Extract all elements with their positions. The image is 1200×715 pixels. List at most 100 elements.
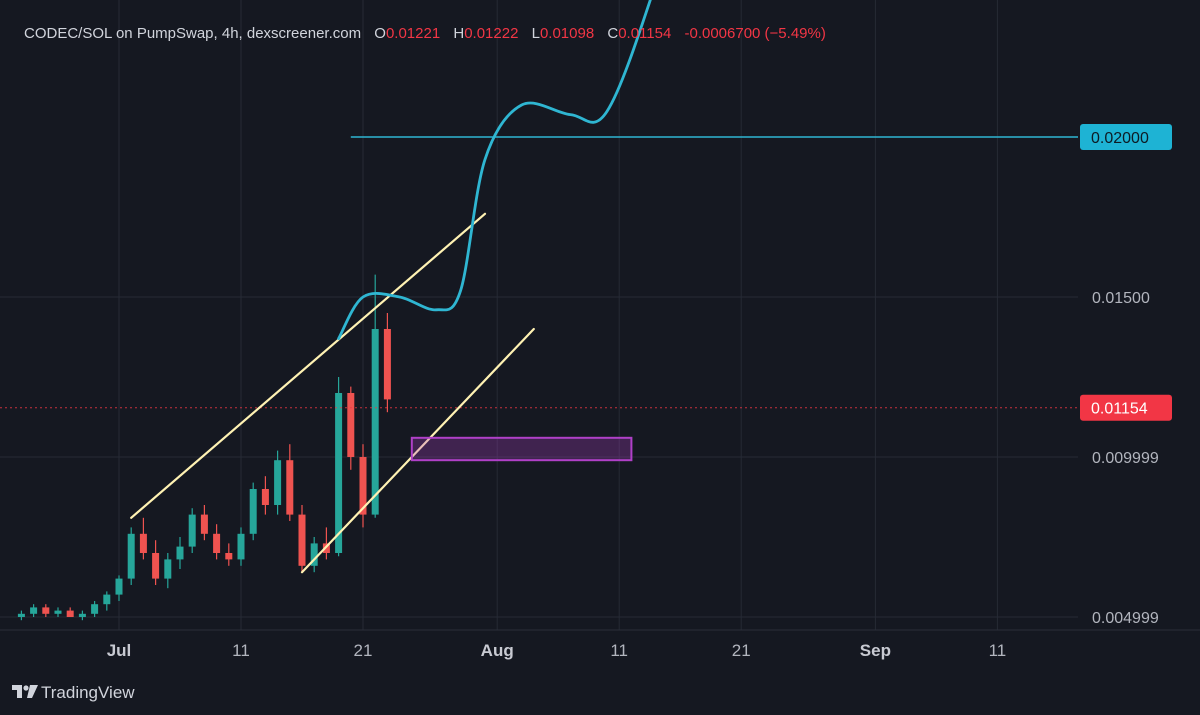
tradingview-logo[interactable]: TradingView: [12, 683, 135, 702]
candle-body: [176, 546, 184, 560]
candle: [371, 274, 379, 518]
close-value: 0.01154: [618, 25, 671, 42]
candle-body: [322, 543, 330, 553]
candle-body: [91, 604, 99, 614]
candle-body: [66, 610, 74, 617]
candle: [164, 553, 172, 589]
candle: [383, 313, 391, 413]
candle: [17, 610, 25, 621]
candle: [225, 543, 233, 566]
candle-body: [310, 543, 318, 566]
y-axis[interactable]: 0.040000.035000.030000.025000.015000.009…: [1080, 0, 1172, 627]
y-tick-label: 0.004999: [1092, 610, 1159, 627]
candle-body: [54, 610, 62, 614]
candle: [237, 527, 245, 566]
y-tick-label: 0.01500: [1092, 290, 1150, 307]
drawings: [0, 0, 1078, 574]
candle-body: [274, 460, 282, 505]
x-tick-label: 11: [610, 641, 628, 660]
x-tick-label: Aug: [481, 641, 514, 660]
candle: [127, 527, 135, 585]
low-label: L: [532, 25, 540, 42]
candle-body: [17, 613, 25, 617]
candle-body: [261, 489, 269, 505]
grid: [0, 0, 1200, 631]
support-zone[interactable]: [410, 436, 633, 462]
candle: [78, 610, 86, 621]
candle: [115, 575, 123, 601]
high-value: 0.01222: [464, 25, 518, 42]
candle: [91, 601, 99, 617]
y-tick-label: 0.009999: [1092, 450, 1159, 467]
low-value: 0.01098: [540, 25, 594, 42]
candle: [310, 537, 318, 573]
current-price-badge-bg: [1080, 394, 1172, 421]
candle: [152, 540, 160, 585]
candle: [359, 444, 367, 528]
x-tick-label: 11: [232, 641, 250, 660]
chart-header: CODEC/SOL on PumpSwap, 4h, dexscreener.c…: [24, 25, 826, 42]
candle: [213, 524, 221, 560]
candle: [42, 604, 50, 617]
candle-body: [237, 533, 245, 560]
candle: [103, 591, 111, 611]
candle-body: [115, 578, 123, 595]
candle: [30, 604, 38, 617]
candle: [274, 450, 282, 515]
x-tick-label: 11: [989, 641, 1007, 660]
candle: [176, 537, 184, 569]
open-value: 0.01221: [386, 25, 440, 42]
candle-body: [298, 514, 306, 566]
candle-body: [225, 553, 233, 560]
change-value: -0.0006700 (−5.49%): [684, 25, 825, 42]
tradingview-brand: TradingView: [41, 683, 135, 702]
x-tick-label: Sep: [860, 641, 891, 660]
current-price-badge-text: 0.01154: [1091, 401, 1148, 418]
symbol-info: CODEC/SOL on PumpSwap, 4h, dexscreener.c…: [24, 25, 361, 42]
candle-body: [152, 553, 160, 579]
candle: [249, 482, 257, 541]
candles: [17, 274, 391, 621]
candle-body: [30, 607, 38, 614]
candle-body: [213, 533, 221, 553]
high-label: H: [453, 25, 464, 42]
candle: [139, 517, 147, 560]
close-label: C: [607, 25, 618, 42]
candle-body: [383, 329, 391, 400]
candle-body: [371, 329, 379, 515]
candle: [200, 505, 208, 541]
candle: [54, 607, 62, 617]
candle-body: [249, 489, 257, 534]
level-badge-text: 0.02000: [1091, 130, 1149, 147]
candle: [335, 377, 343, 557]
candle: [347, 386, 355, 470]
open-label: O: [374, 25, 386, 42]
channel-line[interactable]: [130, 212, 487, 519]
candle-body: [103, 594, 111, 605]
candle: [322, 527, 330, 560]
candle-body: [139, 533, 147, 553]
candle: [286, 444, 294, 521]
candle-body: [164, 559, 172, 579]
level-badge-bg: [1080, 124, 1172, 150]
current-price-badge[interactable]: 0.01154: [1080, 394, 1172, 421]
candle: [298, 505, 306, 573]
candle-body: [200, 514, 208, 534]
channel-line[interactable]: [300, 327, 535, 574]
candle: [261, 476, 269, 515]
x-tick-label: 21: [354, 641, 373, 660]
tradingview-logo-icon: [12, 685, 38, 698]
projection-path[interactable]: [337, 0, 1071, 340]
candle-body: [359, 457, 367, 515]
x-tick-label: 21: [732, 641, 751, 660]
candle-body: [286, 460, 294, 515]
candle-body: [42, 607, 50, 614]
candle-body: [347, 393, 355, 457]
candle-body: [127, 533, 135, 579]
level-price-badge[interactable]: 0.02000: [1080, 124, 1172, 150]
x-axis[interactable]: Jul 11 21 Aug 11 21 Sep 11: [107, 641, 1007, 660]
candle-body: [78, 613, 86, 617]
candle-body: [335, 393, 343, 553]
